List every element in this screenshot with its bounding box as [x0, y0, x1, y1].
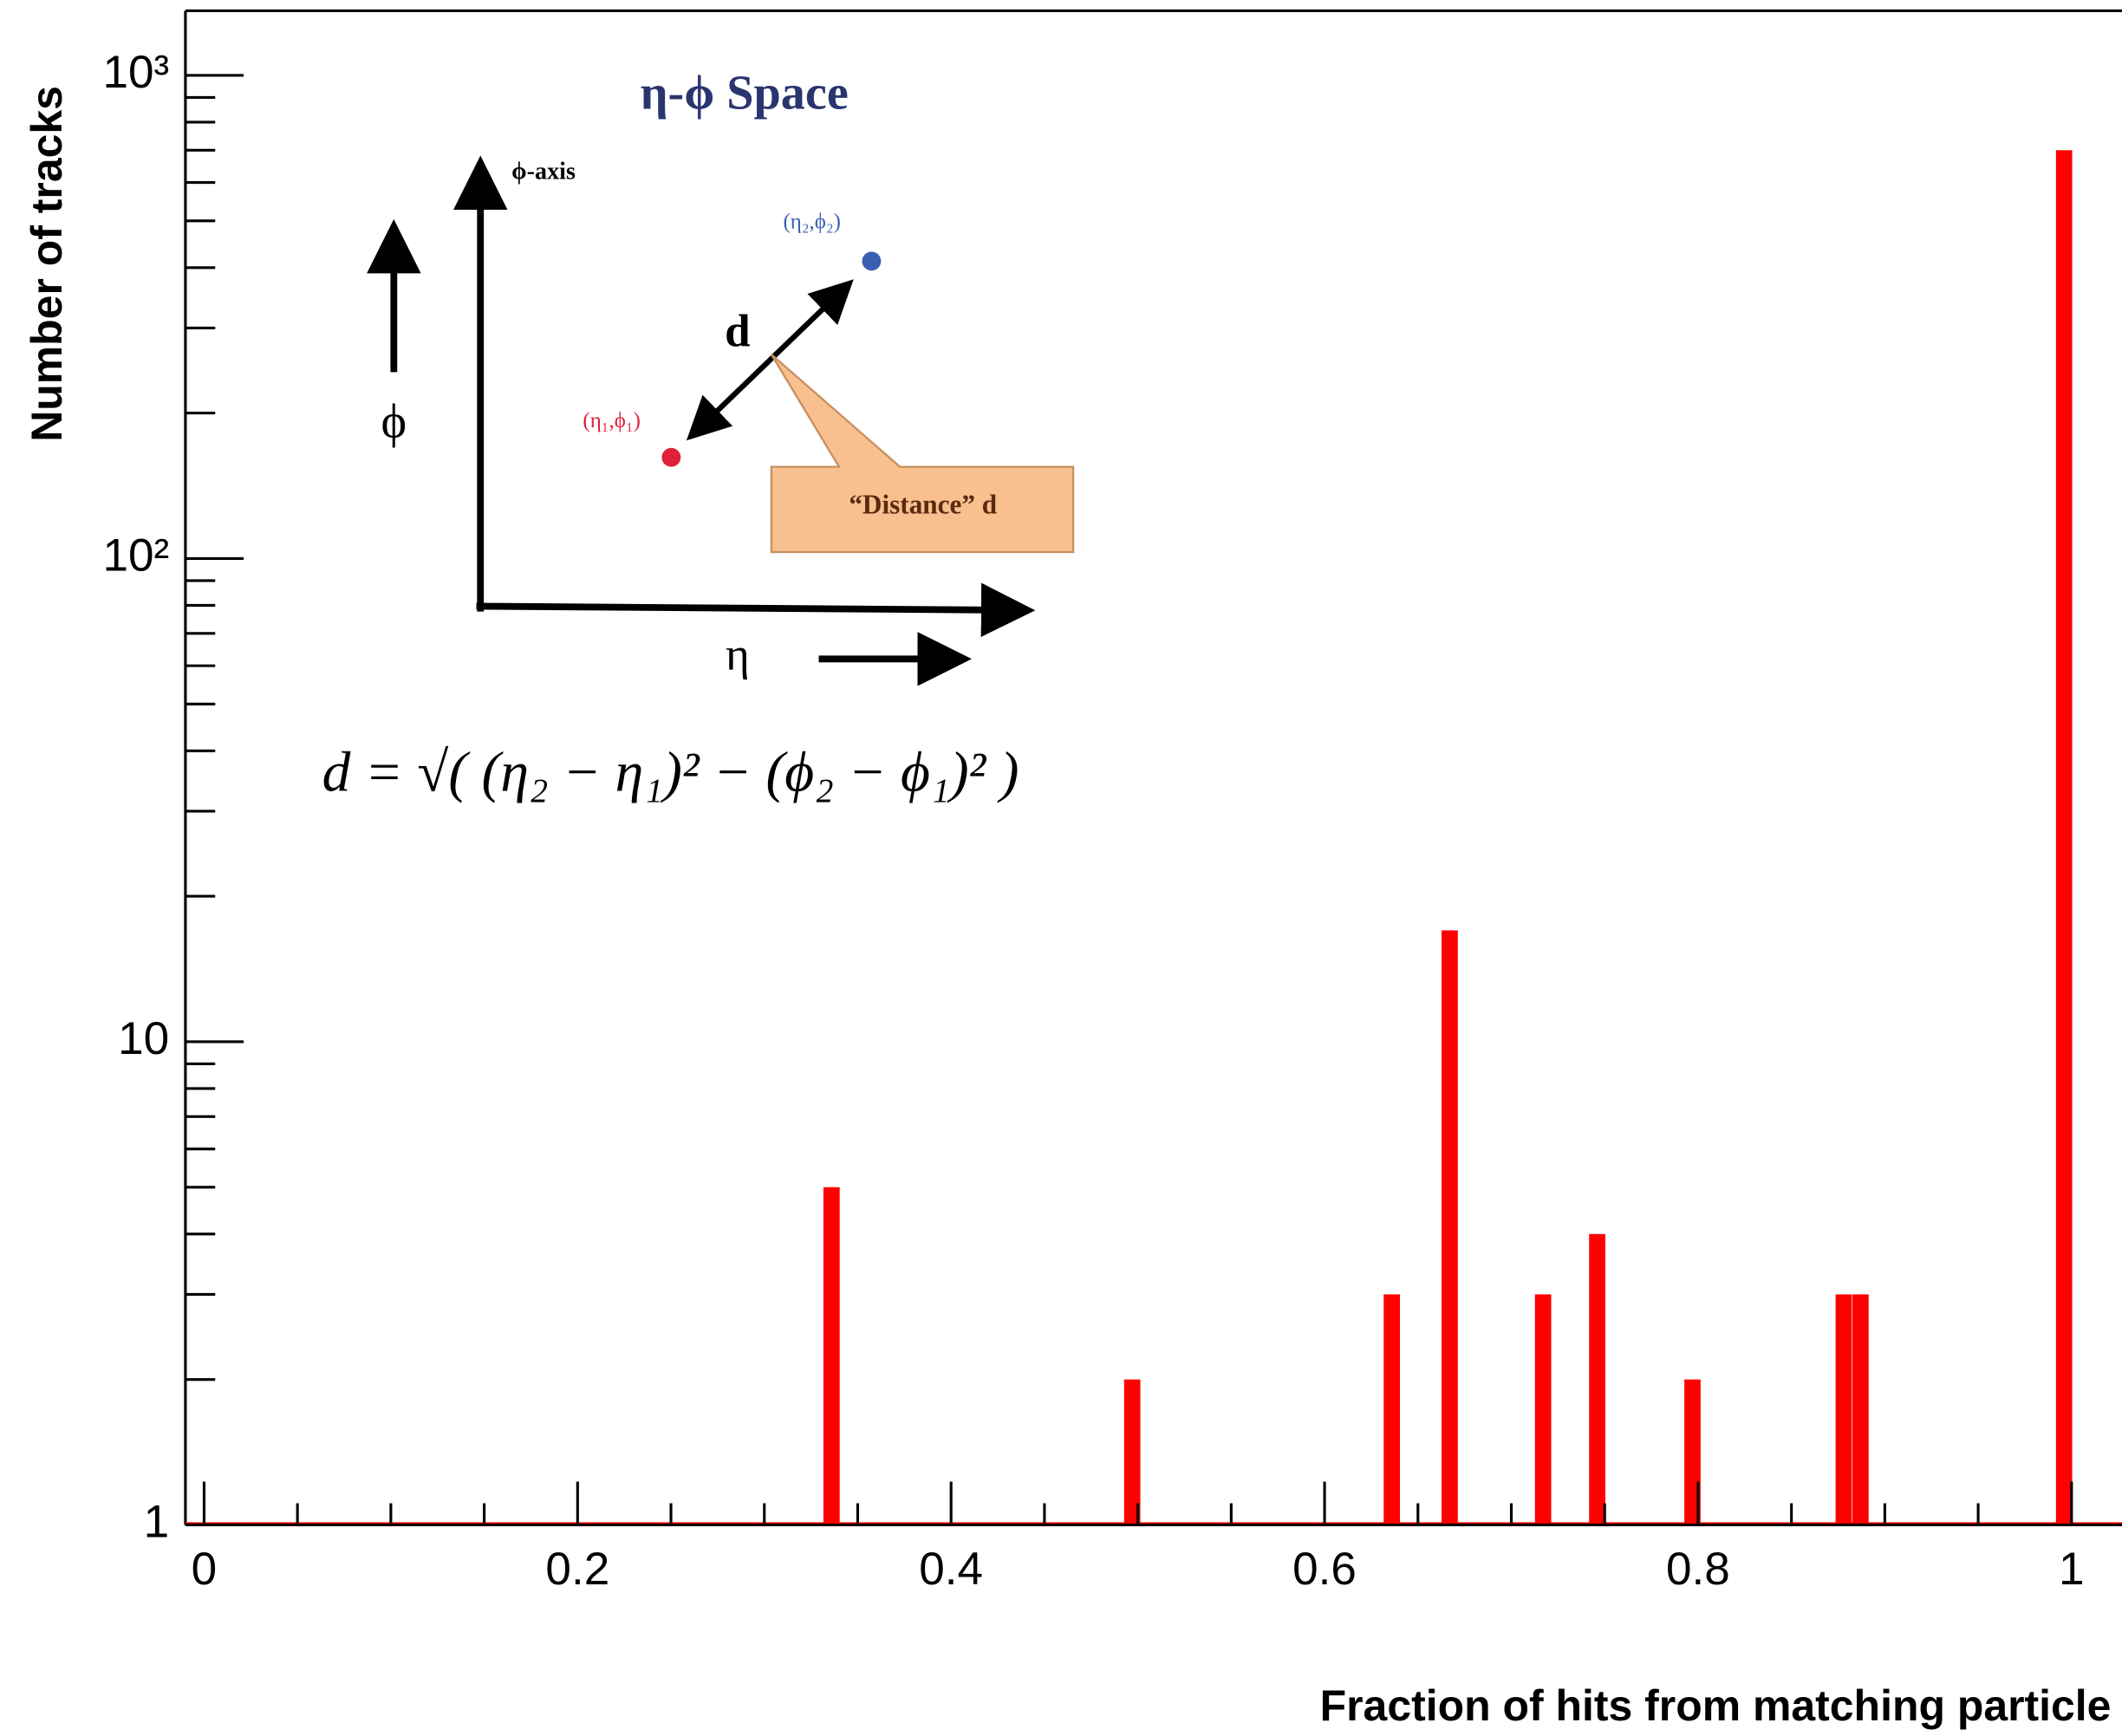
inset-point	[862, 251, 882, 271]
x-tick-label: 0.6	[1292, 1544, 1357, 1595]
x-axis-label: Fraction of hits from matching particle	[1320, 1681, 2112, 1730]
bar	[1589, 1233, 1605, 1525]
inset-diagram: η-ϕ Space ϕ-axis (η₂,ϕ₂) (η₁,ϕ₁) d “Dist…	[322, 66, 1075, 804]
bar	[1835, 1294, 1852, 1525]
bar	[1383, 1294, 1400, 1525]
bar	[1852, 1294, 1869, 1525]
inset-label: ϕ-axis	[511, 158, 576, 185]
inset-arrow	[686, 359, 771, 441]
inset-arrow	[766, 279, 854, 364]
inset-point	[661, 447, 681, 467]
inset-label: “Distance” d	[849, 490, 997, 520]
inset-axis	[476, 582, 1036, 637]
bar	[1534, 1294, 1552, 1525]
bar	[1442, 930, 1458, 1525]
callout	[770, 354, 1075, 554]
bar	[823, 1187, 840, 1525]
bar	[2055, 150, 2073, 1525]
y-tick-label: 1	[144, 1496, 170, 1547]
inset-label: η	[726, 629, 750, 679]
inset-label: d	[725, 306, 751, 356]
y-tick-label: 10³	[102, 47, 169, 98]
x-tick-label: 0.4	[919, 1544, 983, 1595]
y-tick-label: 10²	[102, 530, 169, 581]
x-tick-label: 0.2	[545, 1544, 609, 1595]
y-tick-label: 10	[118, 1013, 169, 1064]
bar	[1684, 1379, 1701, 1525]
inset-label: (η₂,ϕ₂)	[783, 210, 840, 233]
x-tick-label: 0	[192, 1544, 218, 1595]
x-tick-label: 0.8	[1666, 1544, 1730, 1595]
inset-title: η-ϕ Space	[641, 66, 849, 120]
bar	[1123, 1379, 1141, 1525]
y-axis-label: Number of tracks	[23, 86, 71, 442]
inset-formula: d = √( (η₂ − η₁)² − (ϕ₂ − ϕ₁)² )	[322, 742, 1019, 804]
plot-area: 0 0.2 0.4 0.6 0.8 1 1 10 10² 10³	[102, 9, 2122, 1595]
inset-label: ϕ	[381, 395, 407, 449]
inset-label: (η₁,ϕ₁)	[583, 409, 640, 432]
x-tick-label: 1	[2059, 1544, 2085, 1595]
